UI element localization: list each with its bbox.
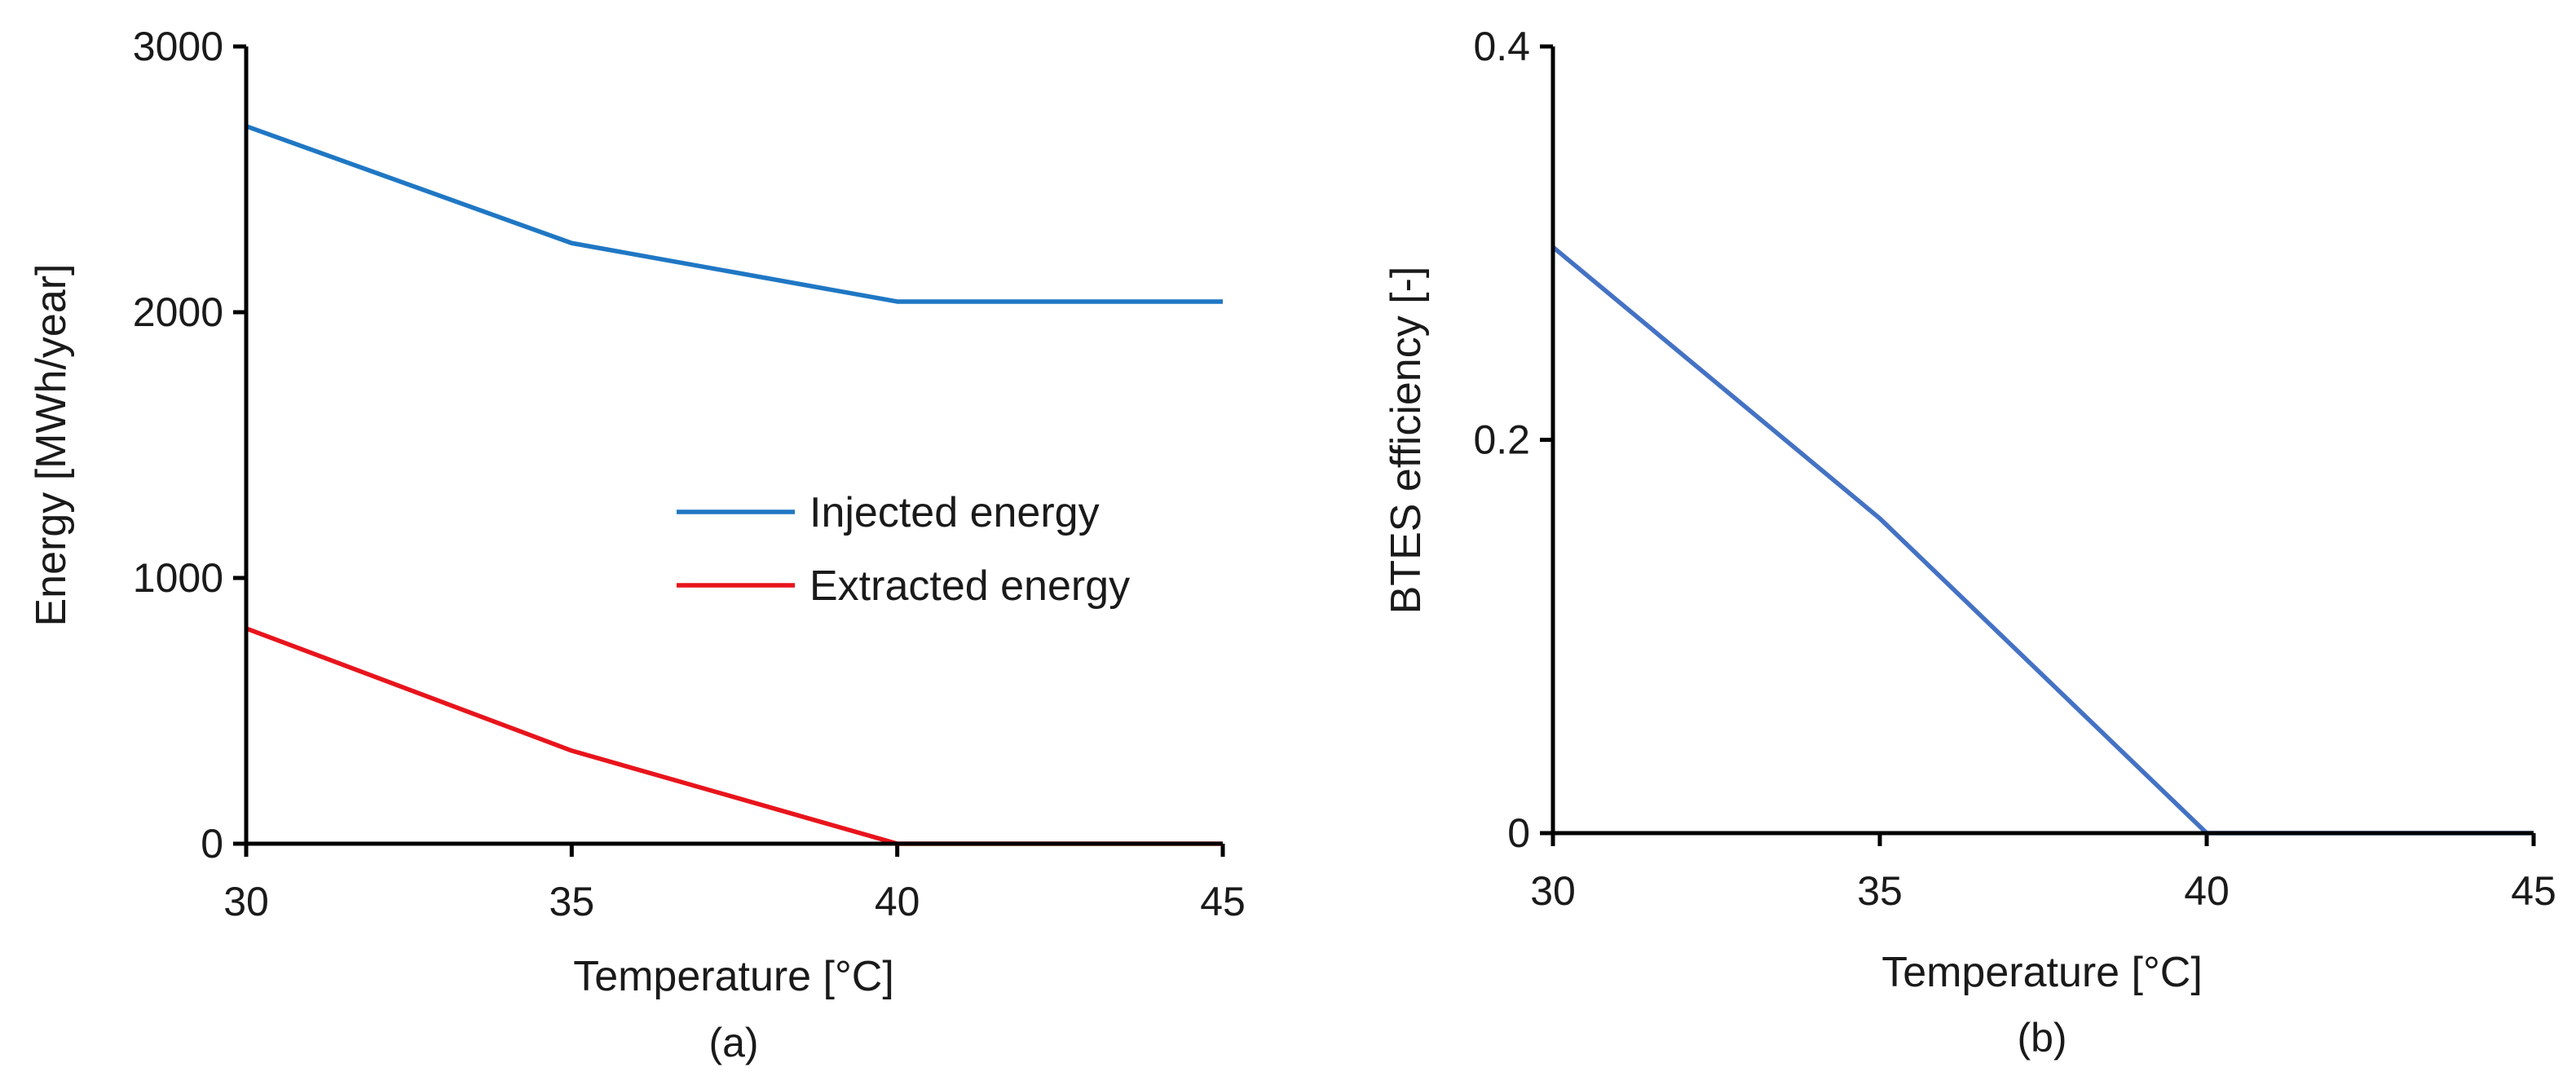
y-tick-label-a-0: 0 xyxy=(201,821,223,867)
x-tick-label-a-1: 35 xyxy=(549,879,595,924)
series-line-extracted-energy xyxy=(245,626,1223,846)
y-ticks-a: 0 1000 2000 3000 xyxy=(133,24,246,867)
series-group-b xyxy=(1551,245,2534,836)
x-tick-label-a-0: 30 xyxy=(223,879,269,924)
xlabel-b: Temperature [°C] xyxy=(1881,949,2203,996)
x-ticks-b: 30 35 40 45 xyxy=(1530,833,2556,914)
x-ticks-a: 30 35 40 45 xyxy=(223,844,1246,924)
series-group-a xyxy=(245,124,1223,846)
y-tick-label-b-1: 0.2 xyxy=(1473,417,1530,463)
legend-label-extracted: Extracted energy xyxy=(809,562,1130,610)
subtitle-a: (a) xyxy=(708,1020,758,1065)
y-ticks-b: 0 0.2 0.4 xyxy=(1473,24,1553,856)
subtitle-b: (b) xyxy=(2017,1015,2067,1061)
series-line-injected-energy xyxy=(245,124,1223,304)
y-tick-label-b-2: 0.4 xyxy=(1473,24,1530,69)
x-tick-label-b-0: 30 xyxy=(1530,868,1576,914)
x-tick-label-b-2: 40 xyxy=(2184,868,2230,914)
y-tick-label-a-1: 1000 xyxy=(133,555,223,601)
chart-panel-b: 0 0.2 0.4 30 35 40 45 BTES efficiency [-] Tem… xyxy=(1383,24,2556,1061)
legend-label-injected: Injected energy xyxy=(809,489,1100,536)
y-tick-label-a-2: 2000 xyxy=(133,289,223,335)
legend-a: Injected energy Extracted energy xyxy=(677,489,1130,610)
chart-panel-a: 0 1000 2000 3000 30 35 40 45 Energy [MWh/year]… xyxy=(28,24,1246,1065)
ylabel-a: Energy [MWh/year] xyxy=(28,263,75,626)
x-tick-label-a-3: 45 xyxy=(1200,879,1246,924)
ylabel-b: BTES efficiency [-] xyxy=(1383,267,1430,615)
series-line-btes-efficiency xyxy=(1551,245,2534,836)
y-tick-label-a-3: 3000 xyxy=(133,24,223,69)
x-tick-label-b-1: 35 xyxy=(1857,868,1903,914)
x-tick-label-b-3: 45 xyxy=(2511,868,2556,914)
xlabel-a: Temperature [°C] xyxy=(573,953,894,1000)
y-tick-label-b-0: 0 xyxy=(1507,810,1530,856)
x-tick-label-a-2: 40 xyxy=(875,879,920,924)
